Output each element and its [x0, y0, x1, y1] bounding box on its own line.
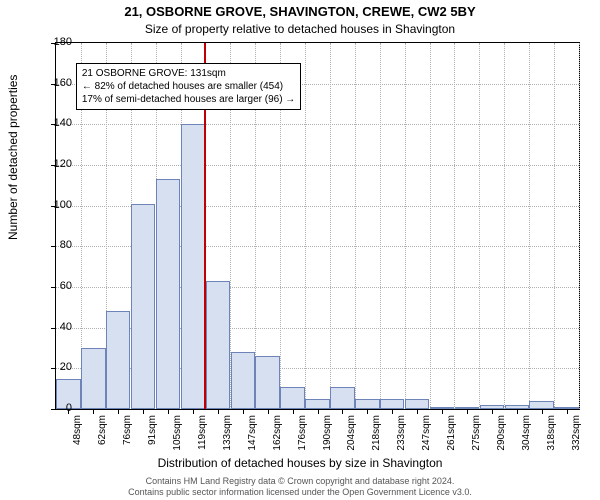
x-tick-mark — [567, 409, 568, 414]
x-tick-mark — [293, 409, 294, 414]
attribution: Contains HM Land Registry data © Crown c… — [0, 476, 600, 498]
y-tick-label: 80 — [42, 239, 72, 251]
plot-area: 21 OSBORNE GROVE: 131sqm ← 82% of detach… — [55, 42, 580, 410]
x-tick-mark — [467, 409, 468, 414]
x-tick-mark — [392, 409, 393, 414]
y-tick-label: 140 — [42, 117, 72, 129]
gridline-v — [579, 43, 580, 409]
histogram-bar — [81, 348, 105, 409]
x-tick-label: 275sqm — [471, 415, 482, 451]
y-tick-label: 20 — [42, 361, 72, 373]
x-tick-mark — [342, 409, 343, 414]
gridline-v — [330, 43, 331, 409]
gridline-v — [554, 43, 555, 409]
histogram-bar — [355, 399, 379, 409]
x-tick-label: 290sqm — [496, 415, 507, 451]
x-tick-label: 62sqm — [97, 415, 108, 445]
gridline-v — [504, 43, 505, 409]
x-tick-label: 218sqm — [371, 415, 382, 451]
x-tick-mark — [492, 409, 493, 414]
histogram-bar — [330, 387, 354, 409]
gridline-v — [529, 43, 530, 409]
x-tick-mark — [118, 409, 119, 414]
x-tick-label: 247sqm — [421, 415, 432, 451]
y-tick-label: 100 — [42, 199, 72, 211]
annotation-line1: 21 OSBORNE GROVE: 131sqm — [82, 67, 295, 80]
attribution-line2: Contains public sector information licen… — [0, 487, 600, 498]
histogram-bar — [231, 352, 255, 409]
x-tick-label: 204sqm — [346, 415, 357, 451]
x-tick-label: 261sqm — [446, 415, 457, 451]
histogram-bar — [255, 356, 279, 409]
gridline-v — [305, 43, 306, 409]
gridline-v — [405, 43, 406, 409]
histogram-bar — [280, 387, 304, 409]
x-tick-mark — [168, 409, 169, 414]
y-tick-label: 0 — [42, 402, 72, 414]
x-tick-label: 233sqm — [396, 415, 407, 451]
attribution-line1: Contains HM Land Registry data © Crown c… — [0, 476, 600, 487]
gridline-h — [56, 165, 579, 166]
annotation-line2: ← 82% of detached houses are smaller (45… — [82, 80, 295, 93]
histogram-bar — [131, 204, 155, 409]
y-tick-label: 180 — [42, 36, 72, 48]
histogram-bar — [380, 399, 404, 409]
gridline-v — [355, 43, 356, 409]
y-tick-label: 160 — [42, 77, 72, 89]
gridline-v — [380, 43, 381, 409]
gridline-h — [56, 124, 579, 125]
x-tick-label: 332sqm — [571, 415, 582, 451]
x-tick-mark — [542, 409, 543, 414]
x-tick-mark — [193, 409, 194, 414]
x-tick-mark — [442, 409, 443, 414]
x-tick-mark — [93, 409, 94, 414]
x-tick-mark — [318, 409, 319, 414]
x-tick-mark — [367, 409, 368, 414]
y-axis-label: Number of detached properties — [6, 75, 20, 240]
x-tick-mark — [517, 409, 518, 414]
x-tick-label: 105sqm — [172, 415, 183, 451]
annotation-line3: 17% of semi-detached houses are larger (… — [82, 93, 295, 106]
gridline-v — [479, 43, 480, 409]
y-tick-label: 60 — [42, 280, 72, 292]
x-tick-mark — [243, 409, 244, 414]
x-tick-label: 147sqm — [247, 415, 258, 451]
chart-title-sub: Size of property relative to detached ho… — [0, 22, 600, 36]
histogram-bar — [181, 124, 205, 409]
x-tick-label: 162sqm — [272, 415, 283, 451]
x-tick-label: 91sqm — [147, 415, 158, 445]
x-tick-label: 318sqm — [546, 415, 557, 451]
x-tick-mark — [417, 409, 418, 414]
x-axis-label: Distribution of detached houses by size … — [0, 456, 600, 470]
x-tick-mark — [268, 409, 269, 414]
gridline-v — [430, 43, 431, 409]
x-tick-label: 119sqm — [197, 415, 208, 450]
x-tick-mark — [218, 409, 219, 414]
x-tick-label: 190sqm — [322, 415, 333, 451]
histogram-bar — [156, 179, 180, 409]
x-tick-mark — [143, 409, 144, 414]
histogram-bar — [206, 281, 230, 409]
x-tick-label: 48sqm — [72, 415, 83, 445]
y-tick-label: 40 — [42, 321, 72, 333]
x-tick-label: 133sqm — [222, 415, 233, 451]
chart-title-main: 21, OSBORNE GROVE, SHAVINGTON, CREWE, CW… — [0, 4, 600, 19]
histogram-bar — [405, 399, 429, 409]
x-tick-label: 304sqm — [521, 415, 532, 451]
annotation-box: 21 OSBORNE GROVE: 131sqm ← 82% of detach… — [76, 63, 301, 110]
y-tick-label: 120 — [42, 158, 72, 170]
x-tick-label: 176sqm — [297, 415, 308, 451]
histogram-bar — [305, 399, 329, 409]
gridline-v — [454, 43, 455, 409]
histogram-bar — [106, 311, 130, 409]
x-tick-label: 76sqm — [122, 415, 133, 445]
histogram-bar — [529, 401, 553, 409]
